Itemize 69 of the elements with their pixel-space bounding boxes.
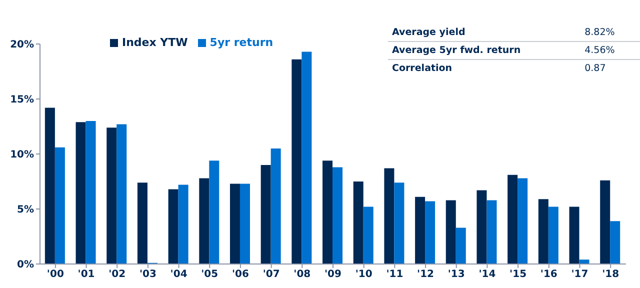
- bar: [384, 168, 394, 264]
- legend-label: Index YTW: [122, 36, 188, 49]
- y-tick-label: 15%: [10, 94, 34, 106]
- bar: [86, 121, 96, 264]
- bar: [415, 196, 426, 264]
- x-tick-label: '03: [139, 269, 156, 280]
- text: Average yield: [391, 26, 466, 40]
- x-tick-label: '15: [510, 269, 527, 280]
- bar: [168, 189, 178, 264]
- bar: [579, 260, 590, 264]
- x-tick-label: '17: [571, 269, 588, 280]
- bar: [199, 178, 210, 264]
- bar: [230, 184, 240, 264]
- bar: [178, 184, 188, 264]
- y-tick-label: 5%: [17, 204, 34, 216]
- annotation: 4.56%: [584, 44, 616, 58]
- bar: [116, 124, 127, 264]
- bar: [353, 182, 364, 264]
- bar: [610, 221, 620, 264]
- x-tick-label: '00: [46, 269, 64, 280]
- bar: [137, 182, 148, 264]
- y-tick-label: 0%: [17, 260, 34, 271]
- bar: [548, 206, 558, 264]
- bar: [518, 178, 528, 264]
- bar: [394, 182, 404, 264]
- annotation: Correlation: [391, 62, 454, 76]
- bar: [76, 122, 86, 264]
- bar: [260, 165, 271, 264]
- text: 8.82%: [584, 26, 616, 40]
- x-tick-label: '12: [417, 269, 434, 280]
- bar: [240, 184, 250, 264]
- bar: [302, 52, 312, 264]
- x-tick-label: '10: [355, 269, 372, 280]
- bar: [446, 200, 456, 264]
- annotation: Average 5yr fwd. return: [391, 44, 522, 58]
- bar: [363, 206, 374, 264]
- bar: [425, 201, 436, 264]
- x-tick-label: '07: [262, 269, 280, 280]
- y-tick-label: 20%: [10, 40, 34, 51]
- bar: [106, 128, 117, 264]
- x-tick-label: '13: [448, 269, 465, 280]
- bar: [456, 228, 466, 264]
- bar: [44, 108, 55, 264]
- x-tick-label: '14: [478, 269, 496, 280]
- x-tick-label: '18: [602, 269, 620, 280]
- x-tick-label: '06: [232, 269, 249, 280]
- legend-label: 5yr return: [210, 36, 274, 49]
- y-tick-label: 10%: [10, 150, 34, 161]
- x-tick-label: '16: [540, 269, 558, 280]
- bar: [600, 180, 610, 264]
- bar: [292, 59, 302, 264]
- bar: [538, 199, 548, 264]
- bar: [332, 167, 343, 264]
- x-tick-label: '04: [170, 269, 188, 280]
- bar: [209, 160, 220, 264]
- annotation: 0.87: [584, 62, 607, 76]
- bar: [322, 160, 333, 264]
- x-tick-label: '05: [201, 269, 218, 280]
- bar: [270, 148, 281, 264]
- bar: [476, 190, 487, 264]
- bar: [508, 174, 518, 264]
- x-tick-label: '02: [108, 269, 126, 280]
- x-tick-label: '01: [78, 269, 95, 280]
- x-tick-label: '08: [294, 269, 311, 280]
- bar: [486, 200, 497, 264]
- x-tick-label: '11: [386, 269, 404, 280]
- bar: [54, 147, 65, 264]
- bar: [569, 206, 580, 264]
- x-tick-label: '09: [324, 269, 342, 280]
